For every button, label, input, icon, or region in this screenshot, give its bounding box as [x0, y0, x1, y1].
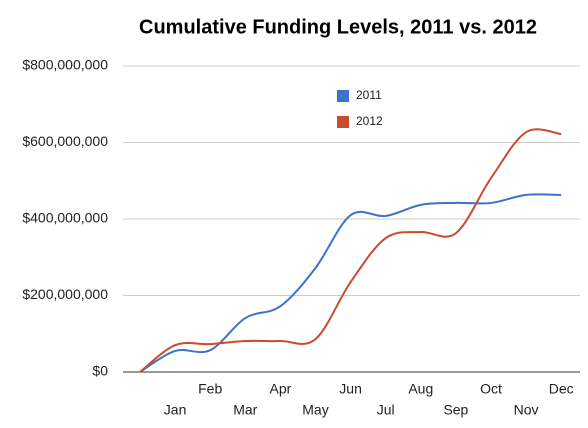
legend-label: 2012: [356, 114, 383, 128]
x-tick-label: Oct: [480, 381, 502, 397]
x-tick-label: Apr: [270, 381, 292, 397]
x-tick-label: Feb: [198, 381, 222, 397]
y-tick-label: $600,000,000: [22, 133, 108, 149]
line-series: [139, 128, 562, 373]
legend-label: 2011: [356, 88, 382, 102]
x-tick-label: Jun: [339, 381, 362, 397]
x-tick-label: Aug: [408, 381, 433, 397]
x-tick-label: Dec: [549, 381, 574, 397]
x-tick-label: Mar: [233, 402, 257, 418]
x-tick-label: Jul: [377, 402, 395, 418]
y-tick-label: $400,000,000: [22, 210, 108, 226]
x-tick-label: Nov: [514, 402, 539, 418]
y-tick-label: $800,000,000: [22, 57, 108, 73]
y-tick-label: $200,000,000: [22, 286, 108, 302]
chart-title: Cumulative Funding Levels, 2011 vs. 2012: [139, 16, 537, 38]
x-tick-label: Sep: [443, 402, 468, 418]
x-tick-label: May: [302, 402, 328, 418]
legend-swatch: [337, 116, 349, 128]
x-tick-label: Jan: [164, 402, 187, 418]
line-series: [139, 193, 562, 373]
y-tick-label: $0: [92, 363, 108, 379]
legend-swatch: [337, 90, 349, 102]
